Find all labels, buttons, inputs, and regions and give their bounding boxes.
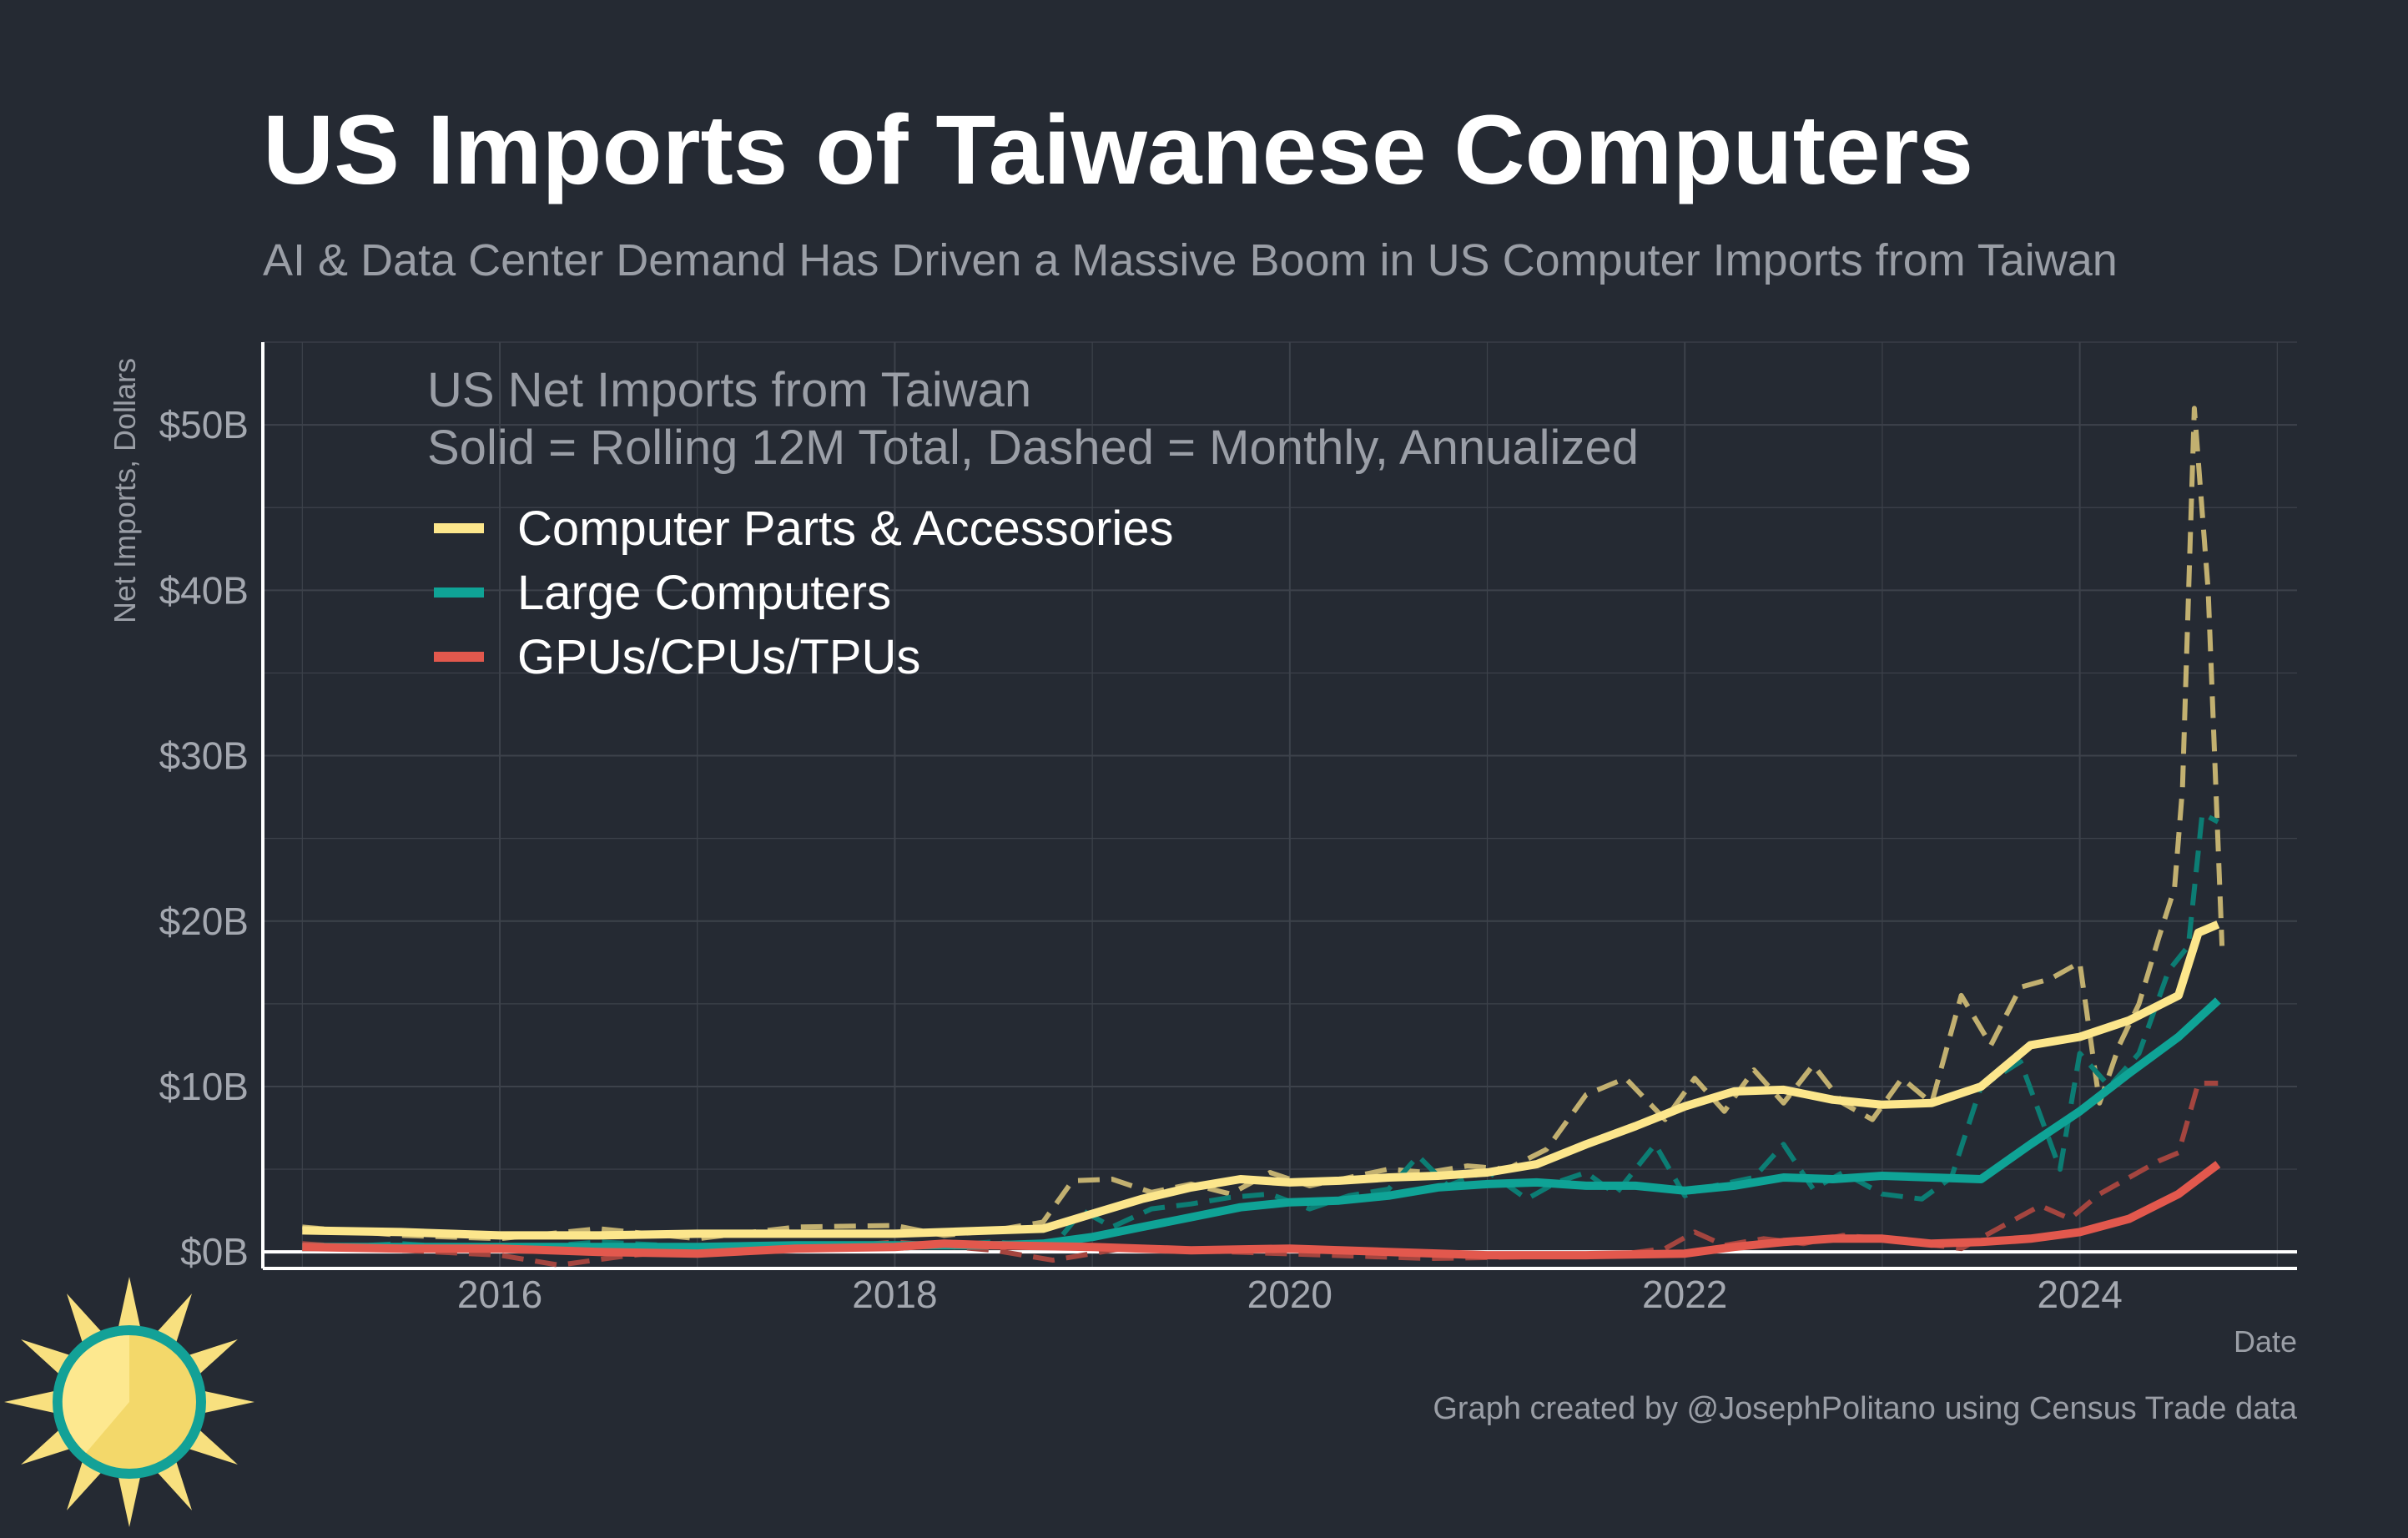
caption: Graph created by @JosephPolitano using C… — [1433, 1391, 2298, 1426]
x-tick-label: 2024 — [2037, 1273, 2122, 1316]
y-tick-label: $20B — [159, 900, 249, 943]
x-tick-labels: 2016 2018 2020 2022 2024 — [457, 1273, 2123, 1316]
sun-logo-icon — [4, 1277, 254, 1527]
series-line-solid — [302, 997, 2221, 1252]
sun-ray — [199, 1389, 254, 1414]
series-lines — [302, 406, 2225, 1268]
chart-title: US Imports of Taiwanese Computers — [263, 95, 1973, 205]
series-line-dashed — [302, 810, 2219, 1253]
y-tick-label: $10B — [159, 1065, 249, 1108]
x-axis-label: Date — [2234, 1324, 2297, 1359]
y-tick-label: $40B — [159, 568, 249, 612]
series-line-solid — [302, 1161, 2221, 1260]
x-tick-label: 2020 — [1247, 1273, 1332, 1316]
legend-label: Computer Parts & Accessories — [517, 502, 1174, 556]
sun-ray — [117, 1471, 142, 1527]
legend: Computer Parts & Accessories Large Comput… — [434, 502, 1174, 684]
logo-sun-highlight — [62, 1334, 129, 1453]
y-tick-label: $0B — [180, 1230, 249, 1273]
sun-ray — [117, 1277, 142, 1333]
series-line-dashed — [302, 406, 2225, 1242]
axes — [261, 342, 2297, 1270]
y-axis-label: Net Imports, Dollars — [108, 358, 142, 623]
y-tick-label: $30B — [159, 734, 249, 778]
x-tick-label: 2022 — [1642, 1273, 1727, 1316]
y-tick-label: $50B — [159, 403, 249, 446]
x-tick-label: 2018 — [852, 1273, 937, 1316]
chart-subtitle: AI & Data Center Demand Has Driven a Mas… — [263, 235, 2118, 285]
sun-ray — [4, 1389, 60, 1414]
grid-lines — [263, 341, 2297, 1268]
legend-label: GPUs/CPUs/TPUs — [517, 630, 920, 684]
annotation-line-2: Solid = Rolling 12M Total, Dashed = Mont… — [427, 421, 1639, 475]
series-line-solid — [302, 920, 2220, 1240]
x-tick-label: 2016 — [457, 1273, 542, 1316]
y-tick-labels: $0B $10B $20B $30B $40B $50B — [159, 403, 249, 1273]
annotation-line-1: US Net Imports from Taiwan — [427, 363, 1031, 417]
legend-label: Large Computers — [517, 566, 891, 620]
